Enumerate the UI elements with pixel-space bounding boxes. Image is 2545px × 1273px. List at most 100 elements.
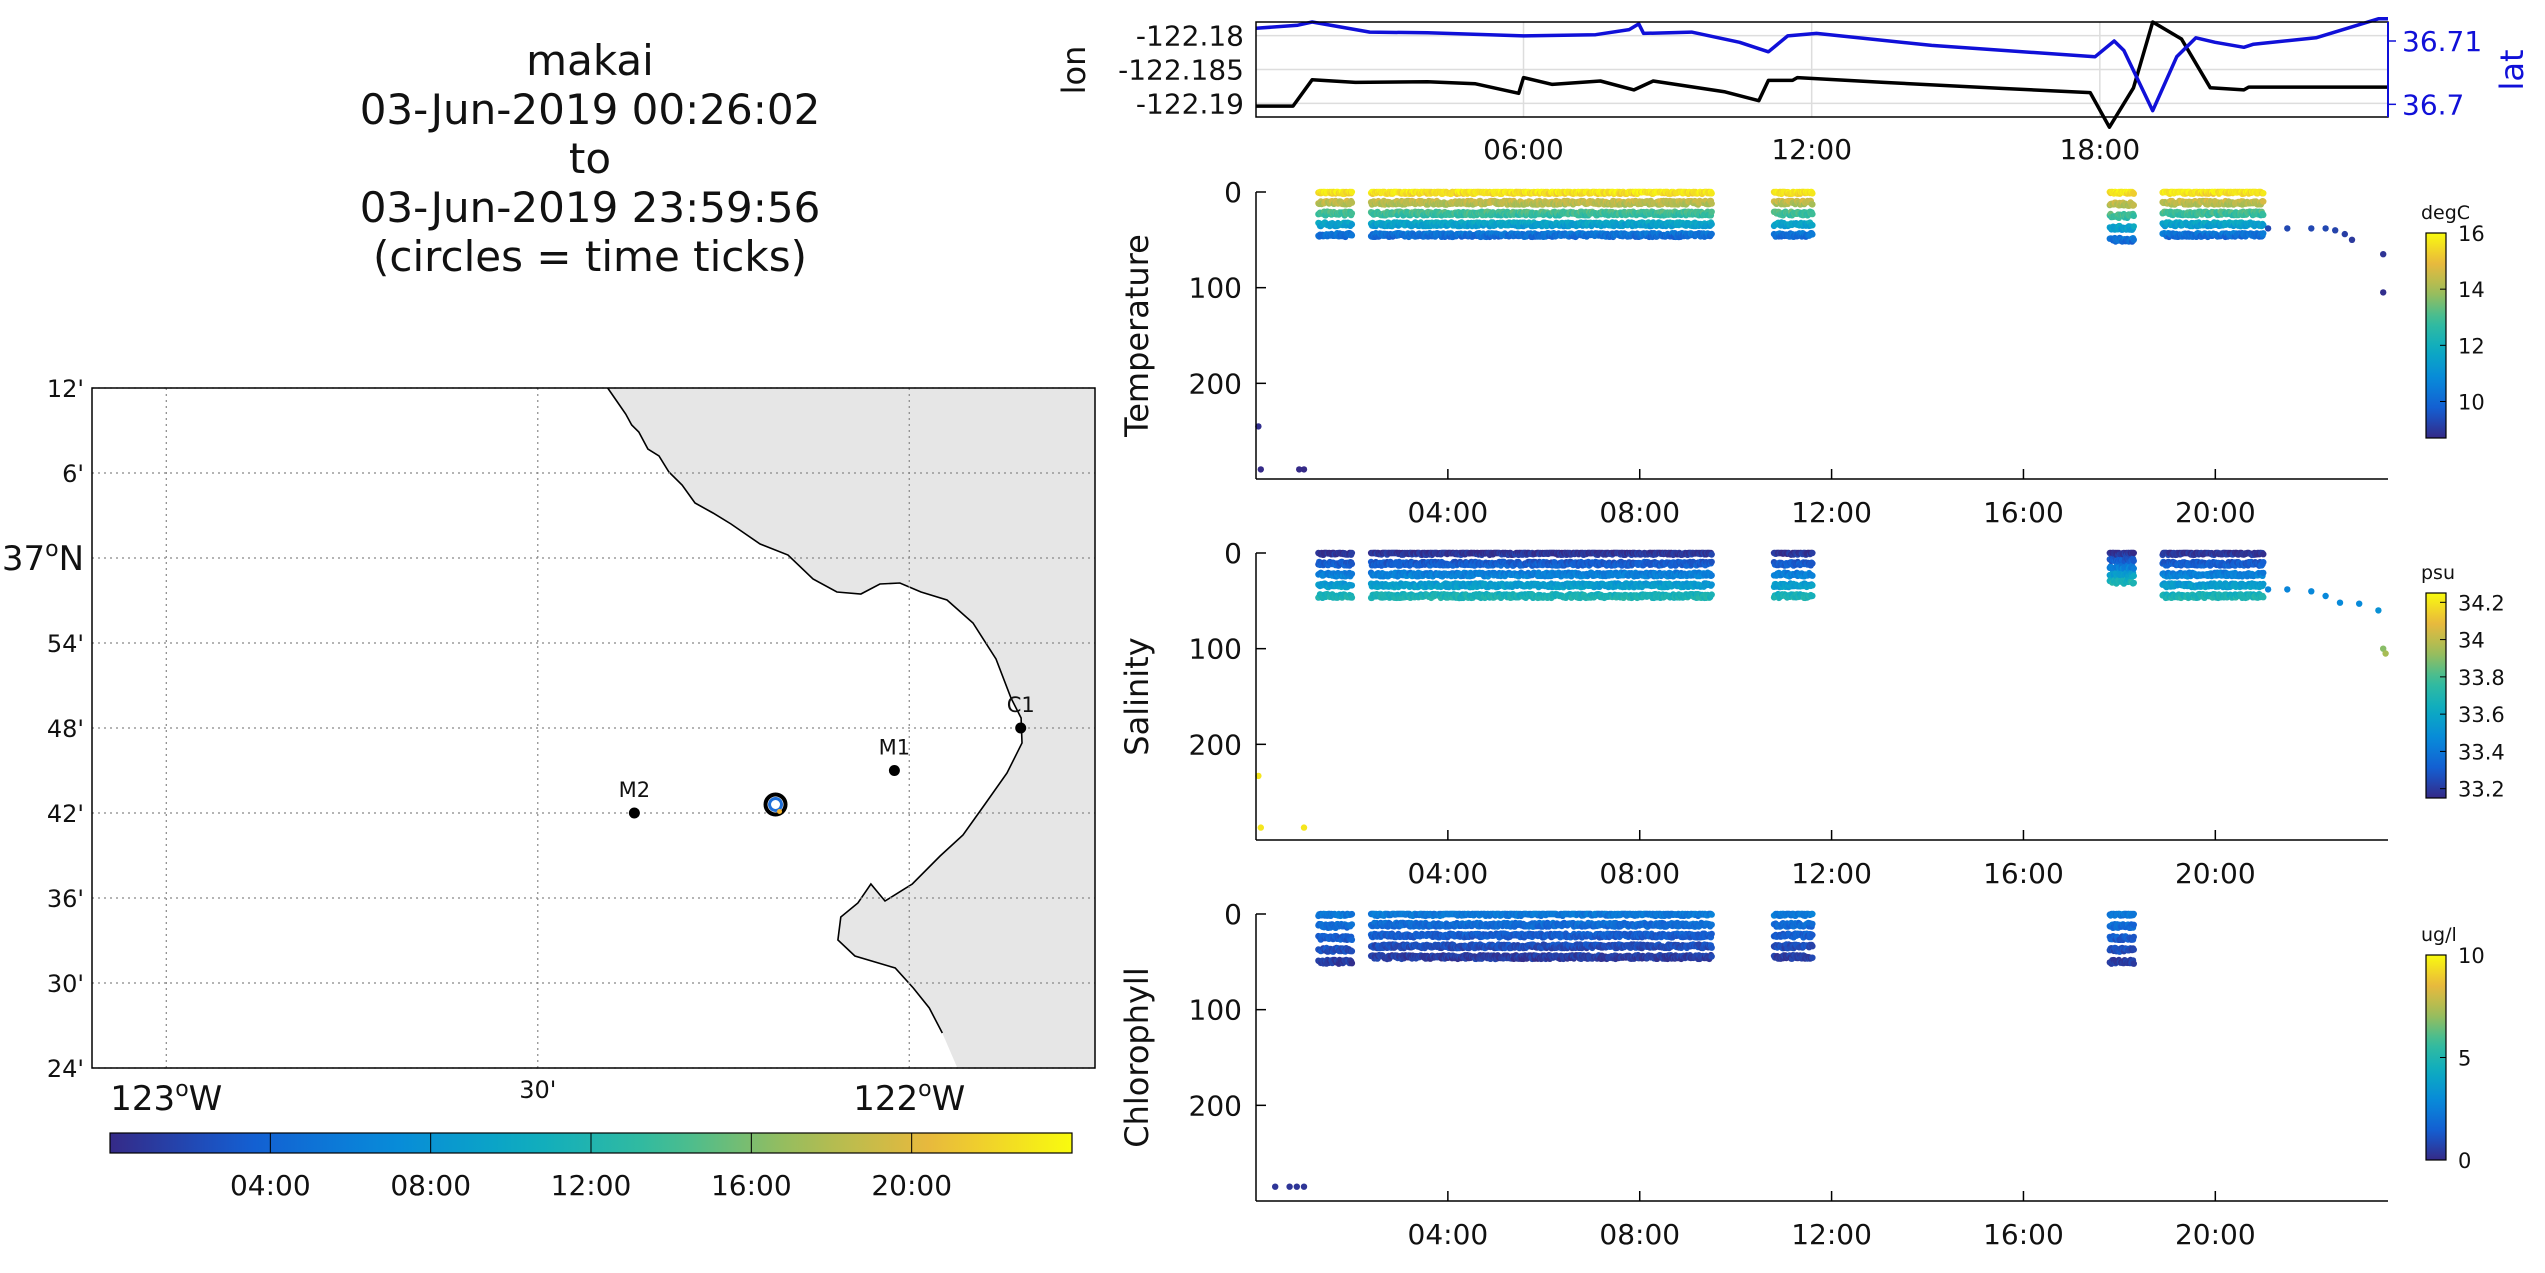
temperature-data-point xyxy=(1708,221,1715,228)
temperature-data-point xyxy=(2284,225,2291,232)
vehicle-track-end xyxy=(777,809,783,814)
temperature-y-tick-label: 0 xyxy=(1224,176,1242,209)
temperature-data-point xyxy=(2130,223,2137,230)
temperature-data-point xyxy=(2130,212,2137,220)
lat-hemisphere: N xyxy=(59,539,84,579)
station-marker xyxy=(888,765,900,776)
coastline xyxy=(607,387,1023,1034)
temperature-data-point xyxy=(2264,225,2272,232)
temperature-data-point xyxy=(2348,236,2356,243)
temperature-data-point xyxy=(1708,230,1715,238)
salinity-data-point xyxy=(1348,549,1356,557)
map-colorbar-tick-label: 04:00 xyxy=(230,1169,311,1202)
map-lat-tick-label: 30' xyxy=(47,970,84,998)
map-lon-tick-label: 122oW xyxy=(853,1077,965,1119)
lon-hemisphere: W xyxy=(189,1079,223,1119)
lat-deg: 37 xyxy=(2,539,45,579)
temperature-data-point xyxy=(1809,210,1816,218)
lon-degree-sign: o xyxy=(918,1077,931,1102)
temperature-data-point xyxy=(1300,466,1308,473)
lat-tick-label: 36.7 xyxy=(2402,88,2464,121)
lon-degree-sign: o xyxy=(175,1077,188,1102)
map-colorbar-tick-label: 20:00 xyxy=(871,1169,952,1202)
map-lat-tick-label: 54' xyxy=(47,630,84,658)
temperature-x-tick-label: 12:00 xyxy=(1791,496,1872,529)
temperature-colorbar-tick-label: 14 xyxy=(2458,278,2485,302)
figure-title: makai 03-Jun-2019 00:26:02 to 03-Jun-201… xyxy=(230,36,950,281)
temperature-data-point xyxy=(2260,190,2267,197)
temperature-x-tick-label: 08:00 xyxy=(1599,496,1680,529)
temperature-data-point xyxy=(1348,210,1356,217)
temperature-data-point xyxy=(2130,236,2137,243)
temperature-data-point xyxy=(2260,230,2267,237)
map-lon-tick-label: 123oW xyxy=(110,1077,222,1119)
station-label: C1 xyxy=(1007,693,1035,717)
temperature-data-point xyxy=(2380,251,2387,258)
map-colorbar-tick-label: 08:00 xyxy=(390,1169,471,1202)
lonlat-x-tick-label: 06:00 xyxy=(1483,133,1564,166)
lon-deg: 122 xyxy=(853,1079,918,1119)
temperature-data-point xyxy=(1348,188,1356,196)
lon-hemisphere: W xyxy=(932,1079,966,1119)
map-colorbar-tick-label: 16:00 xyxy=(711,1169,792,1202)
map-lat-tick-label: 12' xyxy=(47,375,84,403)
salinity-data-point xyxy=(1348,570,1356,577)
temperature-colorbar xyxy=(2425,232,2447,439)
temperature-data-point xyxy=(1809,190,1816,197)
salinity-data-point xyxy=(1348,582,1356,589)
temperature-y-tick-label: 200 xyxy=(1189,367,1242,400)
temperature-data-point xyxy=(2308,225,2315,232)
salinity-data-point xyxy=(1348,560,1356,568)
salinity-data-point xyxy=(1348,594,1356,601)
temperature-colorbar-tick-label: 16 xyxy=(2458,222,2485,246)
temperature-data-point xyxy=(1809,201,1816,208)
map-lat-tick-label: 48' xyxy=(47,715,84,743)
temperature-data-point xyxy=(1348,199,1356,206)
lon-tick-label: -122.18 xyxy=(1136,20,1244,53)
lon-deg: 123 xyxy=(110,1079,175,1119)
temperature-data-point xyxy=(1348,232,1356,239)
lon-axis-label: lon xyxy=(1055,46,1093,95)
lon-tick-label: -122.185 xyxy=(1118,54,1244,87)
temperature-colorbar-tick-label: 12 xyxy=(2458,334,2485,358)
temperature-axis-label: Temperature xyxy=(1118,234,1156,438)
temperature-data-point xyxy=(2380,289,2387,296)
title-vehicle: makai xyxy=(526,36,654,85)
temperature-data-point xyxy=(2322,225,2329,232)
map-lat-tick-label: 6' xyxy=(62,460,84,488)
title-end-time: 03-Jun-2019 23:59:56 xyxy=(359,183,821,232)
lon-tick-label: -122.19 xyxy=(1136,87,1244,120)
temperature-data-point xyxy=(2260,211,2267,219)
temperature-colorbar-tick-label: 10 xyxy=(2458,390,2485,414)
temperature-colorbar-label: degC xyxy=(2421,202,2470,224)
temperature-data-point xyxy=(1708,200,1715,207)
temperature-data-point xyxy=(2260,198,2267,205)
temperature-data-point xyxy=(1809,231,1816,238)
map-lat-tick-label: 36' xyxy=(47,885,84,913)
temperature-y-tick-label: 100 xyxy=(1189,272,1242,305)
station-marker xyxy=(1015,722,1027,734)
map-lon-tick-label: 30' xyxy=(519,1076,556,1104)
lat-axis-label: lat xyxy=(2493,49,2531,90)
land-area xyxy=(607,388,1095,1068)
series-line-lon xyxy=(1256,20,2388,129)
title-note: (circles = time ticks) xyxy=(373,232,807,281)
map-lat-tick-label: 42' xyxy=(47,800,84,828)
temperature-data-point xyxy=(1348,221,1356,228)
series-line-lat xyxy=(1255,17,2388,113)
lonlat-x-tick-label: 18:00 xyxy=(2059,133,2140,166)
temperature-data-point xyxy=(1708,190,1715,197)
temperature-data-point xyxy=(1708,208,1715,215)
vehicle-track-circle xyxy=(763,792,788,817)
temperature-data-point xyxy=(2341,230,2348,238)
map-border xyxy=(91,387,1096,1069)
title-start-time: 03-Jun-2019 00:26:02 xyxy=(359,85,821,134)
temperature-data-point xyxy=(2130,201,2137,209)
map-colorbar-tick-label: 12:00 xyxy=(551,1169,632,1202)
lonlat-x-tick-label: 12:00 xyxy=(1771,133,1852,166)
lat-degree-sign: o xyxy=(45,537,58,562)
station-label: M1 xyxy=(879,736,910,760)
temperature-data-point xyxy=(1809,222,1816,229)
temperature-data-point xyxy=(1257,466,1265,473)
